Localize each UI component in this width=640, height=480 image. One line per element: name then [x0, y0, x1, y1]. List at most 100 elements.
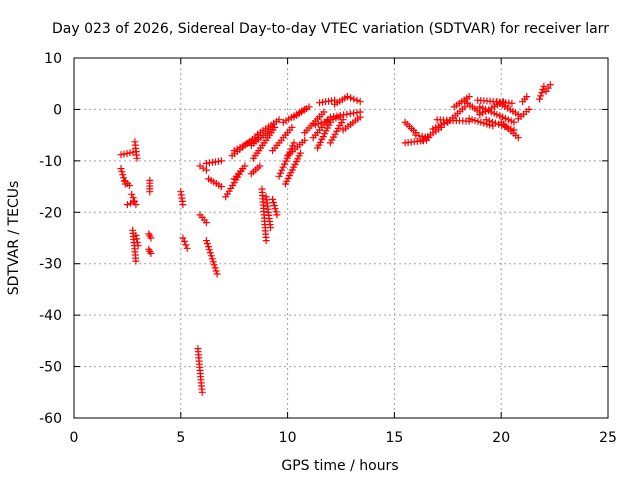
data-point: [301, 136, 309, 144]
data-point: [320, 108, 328, 116]
data-point: [269, 195, 277, 203]
data-point: [278, 166, 286, 174]
data-point: [120, 174, 128, 182]
data-point: [296, 149, 304, 157]
data-point: [356, 113, 364, 121]
data-point: [347, 94, 355, 102]
data-point: [482, 116, 490, 124]
data-point: [183, 244, 191, 252]
x-tick-label: 0: [70, 430, 79, 446]
data-point: [412, 131, 420, 139]
data-point: [262, 237, 270, 245]
y-axis-title: SDTVAR / TECUs: [6, 181, 22, 296]
data-point: [182, 241, 190, 249]
data-point: [317, 119, 325, 127]
y-tick-label: -50: [39, 360, 62, 376]
x-tick-label: 20: [492, 430, 510, 446]
y-tick-labels: -60 -50 -40 -30 -20 -10 0 10: [39, 51, 62, 427]
data-point: [288, 123, 296, 131]
data-point: [350, 95, 358, 103]
plot-frame: [73, 57, 609, 419]
data-point: [285, 151, 293, 159]
data-point: [212, 267, 220, 275]
y-tick-label: -40: [39, 308, 62, 324]
data-point: [127, 199, 135, 207]
data-point: [343, 110, 351, 118]
chart-title: Day 023 of 2026, Sidereal Day-to-day VTE…: [52, 21, 609, 37]
data-point: [465, 93, 473, 101]
data-point: [147, 249, 155, 257]
data-point: [488, 118, 496, 126]
x-axis-title: GPS time / hours: [281, 458, 398, 474]
data-point: [205, 246, 213, 254]
data-point: [134, 242, 142, 250]
data-point: [198, 388, 206, 396]
data-point: [180, 237, 188, 245]
data-point: [536, 95, 544, 103]
data-point: [540, 82, 548, 90]
data-point: [271, 205, 279, 213]
data-point: [323, 117, 331, 125]
data-point: [203, 240, 211, 248]
data-point: [217, 183, 225, 191]
data-point: [119, 171, 127, 179]
data-point: [118, 168, 126, 176]
data-point: [538, 89, 546, 97]
data-point: [133, 154, 141, 162]
data-point: [492, 119, 499, 127]
data-point: [546, 81, 554, 89]
data-point: [279, 163, 287, 171]
data-point: [147, 234, 155, 242]
data-point: [179, 234, 187, 242]
data-point: [133, 235, 141, 243]
data-point: [242, 140, 250, 148]
data-point: [131, 197, 138, 205]
y-tick-label: -10: [39, 154, 62, 170]
data-point: [209, 258, 217, 266]
data-point: [353, 96, 361, 104]
grid: [74, 58, 608, 418]
data-point: [241, 162, 249, 170]
data-point: [270, 199, 277, 206]
data-point: [276, 169, 284, 177]
data-point: [514, 134, 522, 142]
data-point: [128, 190, 136, 198]
data-point: [208, 255, 216, 263]
data-point: [132, 201, 140, 209]
data-point: [504, 124, 512, 132]
data-point: [290, 139, 298, 147]
x-tick-label: 15: [385, 430, 403, 446]
data-point: [508, 99, 516, 107]
data-point: [270, 202, 278, 210]
data-point: [202, 237, 210, 245]
data-point: [525, 105, 533, 113]
data-point: [126, 182, 133, 189]
data-point: [211, 264, 219, 272]
data-point: [272, 208, 280, 216]
data-point: [132, 257, 140, 265]
data-point: [129, 194, 137, 202]
data-point: [207, 252, 215, 260]
axis-ticks: [73, 57, 609, 419]
data-point: [233, 145, 241, 153]
data-point: [271, 123, 279, 131]
data-point: [537, 92, 545, 100]
y-tick-label: -60: [39, 411, 62, 427]
data-point: [275, 116, 283, 124]
data-point: [471, 117, 479, 124]
data-point: [275, 172, 283, 180]
data-point: [202, 166, 210, 174]
data-point: [179, 201, 187, 209]
y-tick-label: 0: [53, 102, 62, 118]
data-point: [491, 103, 498, 110]
y-tick-label: -20: [39, 205, 62, 221]
data-point: [213, 270, 221, 278]
data-point: [282, 157, 290, 165]
data-point: [356, 98, 364, 106]
y-tick-label: -30: [39, 257, 62, 273]
x-tick-label: 25: [599, 430, 617, 446]
data-point: [305, 103, 313, 111]
data-point: [273, 211, 281, 219]
data-point: [206, 249, 214, 257]
